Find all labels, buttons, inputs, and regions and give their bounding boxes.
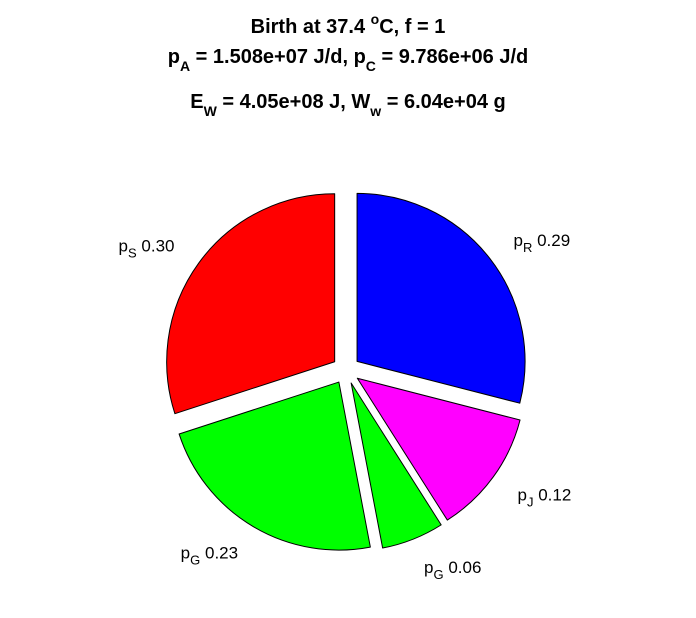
pie-slice-1: [356, 377, 521, 521]
chart-title-line-1: Birth at 37.4 oC, f = 1: [251, 11, 446, 38]
title-text: Birth at 37.4: [251, 16, 371, 38]
pie-slice-0: [356, 192, 526, 404]
title-subscript: C: [366, 58, 376, 74]
title-text: = 6.04e+04 g: [381, 91, 506, 113]
pie-slices: [166, 192, 526, 551]
slice-label-2: pG 0.06: [424, 558, 481, 582]
title-text: C, f = 1: [379, 16, 445, 38]
chart-title-line-3: EW = 4.05e+08 J, Ww = 6.04e+04 g: [190, 91, 505, 119]
title-text: p: [168, 46, 180, 68]
pie-labels: pR 0.29 pJ 0.12 pG 0.06 pG 0.23 pS 0.30: [119, 231, 572, 582]
title-text: = 1.508e+07 J/d,: [190, 46, 353, 68]
title-text: = 9.786e+06 J/d: [376, 46, 528, 68]
chart-title-line-2: pA = 1.508e+07 J/d, pC = 9.786e+06 J/d: [168, 46, 529, 74]
title-text: E: [190, 91, 203, 113]
slice-label-0: pR 0.29: [514, 231, 571, 255]
title-text: W: [351, 91, 370, 113]
slice-label-4: pS 0.30: [119, 236, 175, 260]
title-text: = 4.05e+08 J,: [217, 91, 352, 113]
pie-slice-2: [350, 382, 442, 549]
title-superscript: o: [371, 11, 380, 27]
slice-label-3: pG 0.23: [181, 543, 238, 567]
slice-label-1: pJ 0.12: [518, 486, 572, 510]
pie-slice-3: [178, 381, 371, 551]
pie-slice-4: [166, 193, 336, 415]
title-subscript: A: [180, 58, 190, 74]
title-subscript: w: [369, 103, 381, 119]
title-subscript: W: [204, 103, 218, 119]
title-text: p: [354, 46, 366, 68]
